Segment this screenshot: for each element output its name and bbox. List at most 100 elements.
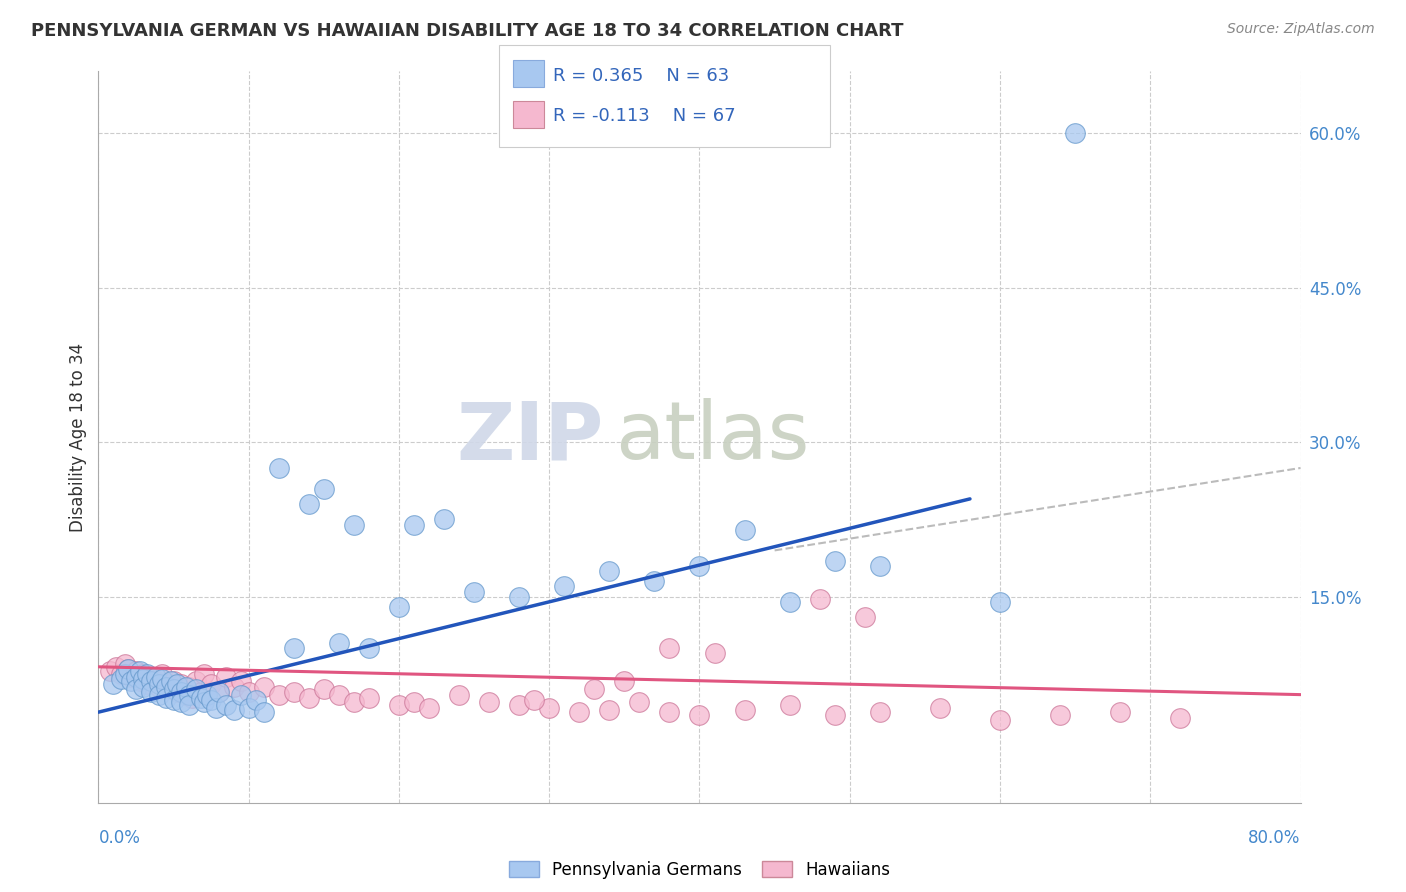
Point <box>231 688 253 702</box>
Point <box>824 708 846 723</box>
Text: ZIP: ZIP <box>456 398 603 476</box>
Point <box>145 674 167 689</box>
Point <box>195 688 218 702</box>
Point <box>267 461 290 475</box>
Text: 0.0%: 0.0% <box>98 829 141 847</box>
Point <box>148 677 170 691</box>
Point <box>853 610 876 624</box>
Point <box>129 664 152 678</box>
Point <box>613 674 636 689</box>
Point <box>388 600 411 615</box>
Point <box>734 703 756 717</box>
Point <box>105 660 128 674</box>
Point <box>114 667 136 681</box>
Point <box>184 682 207 697</box>
Y-axis label: Disability Age 18 to 34: Disability Age 18 to 34 <box>69 343 87 532</box>
Point <box>170 677 193 691</box>
Point <box>328 636 350 650</box>
Point <box>523 693 546 707</box>
Point <box>139 684 162 698</box>
Point <box>150 672 173 686</box>
Point <box>231 674 253 689</box>
Point <box>193 667 215 681</box>
Point <box>598 564 620 578</box>
Point <box>869 705 891 719</box>
Point <box>222 703 245 717</box>
Point <box>200 677 222 691</box>
Point <box>598 703 620 717</box>
Point <box>312 682 335 697</box>
Legend: Pennsylvania Germans, Hawaiians: Pennsylvania Germans, Hawaiians <box>509 861 890 879</box>
Point <box>734 523 756 537</box>
Point <box>343 695 366 709</box>
Point <box>162 693 184 707</box>
Point <box>166 677 188 691</box>
Point <box>508 698 530 712</box>
Point <box>357 690 380 705</box>
Point <box>162 682 184 697</box>
Point <box>155 681 177 695</box>
Point <box>357 641 380 656</box>
Point <box>170 695 193 709</box>
Point <box>129 674 152 689</box>
Point <box>869 558 891 573</box>
Point <box>117 662 139 676</box>
Point <box>343 517 366 532</box>
Point <box>132 681 155 695</box>
Point <box>184 674 207 689</box>
Point <box>193 695 215 709</box>
Point <box>824 554 846 568</box>
Point <box>204 701 226 715</box>
Point <box>463 584 485 599</box>
Point <box>222 681 245 695</box>
Text: R = 0.365    N = 63: R = 0.365 N = 63 <box>553 67 728 85</box>
Point <box>267 688 290 702</box>
Point <box>139 674 162 689</box>
Point <box>135 667 157 681</box>
Point <box>312 482 335 496</box>
Point <box>150 667 173 681</box>
Point <box>110 667 132 681</box>
Text: R = -0.113    N = 67: R = -0.113 N = 67 <box>553 107 735 125</box>
Point <box>177 698 200 712</box>
Point <box>125 670 148 684</box>
Point <box>174 688 197 702</box>
Point <box>245 693 267 707</box>
Point <box>689 708 711 723</box>
Point <box>103 677 125 691</box>
Point <box>238 684 260 698</box>
Point <box>125 682 148 697</box>
Point <box>174 681 197 695</box>
Point <box>200 693 222 707</box>
Point <box>433 512 456 526</box>
Point <box>155 690 177 705</box>
Point <box>418 701 440 715</box>
Point <box>132 672 155 686</box>
Point <box>215 670 238 684</box>
Point <box>402 517 425 532</box>
Point <box>190 684 212 698</box>
Point <box>538 701 561 715</box>
Point <box>114 657 136 671</box>
Point <box>148 681 170 695</box>
Point <box>190 690 212 705</box>
Point <box>253 705 276 719</box>
Text: 80.0%: 80.0% <box>1249 829 1301 847</box>
Point <box>132 667 155 681</box>
Point <box>215 698 238 712</box>
Point <box>388 698 411 712</box>
Point <box>166 684 188 698</box>
Point <box>553 579 575 593</box>
Point <box>1064 126 1087 140</box>
Point <box>159 682 181 697</box>
Point <box>121 674 143 689</box>
Point <box>180 690 202 705</box>
Text: atlas: atlas <box>616 398 810 476</box>
Point <box>328 688 350 702</box>
Point <box>117 662 139 676</box>
Point <box>208 684 231 698</box>
Point <box>1170 711 1192 725</box>
Point <box>402 695 425 709</box>
Point <box>283 641 305 656</box>
Point <box>779 595 801 609</box>
